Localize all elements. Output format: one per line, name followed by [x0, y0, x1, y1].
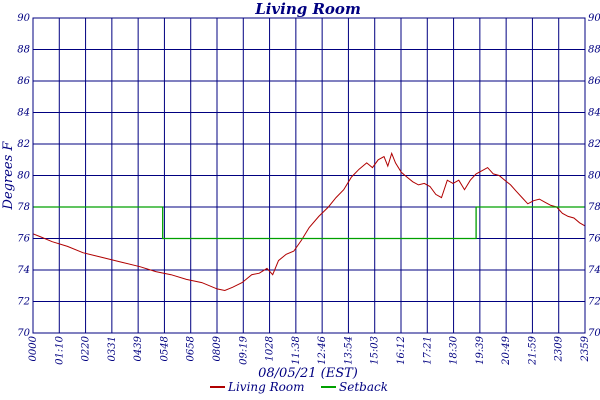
x-axis-ticks: 0000 01:10 0220 0331 0439 0548 0658 0809 09:19 10…	[28, 335, 591, 365]
y-axis-right-ticks: 70 72 74 76 78 80 82 84 86 88 90	[588, 13, 600, 339]
y-tick-label-left: 80	[17, 171, 30, 182]
y-tick-label-left: 88	[17, 45, 30, 56]
x-tick-label: 0548	[159, 336, 170, 361]
y-tick-label-left: 78	[17, 202, 30, 213]
y-tick-label-left: 86	[17, 76, 30, 87]
y-tick-label-left: 72	[17, 297, 30, 308]
y-tick-label-left: 84	[17, 108, 30, 119]
legend-label: Setback	[339, 380, 388, 394]
y-tick-label-right: 76	[588, 234, 600, 245]
y-tick-label-right: 88	[588, 45, 600, 56]
y-tick-label-right: 78	[588, 202, 600, 213]
y-tick-label-right: 90	[588, 13, 600, 24]
x-tick-label: 11:38	[291, 336, 302, 365]
series-line-living-room	[32, 151, 586, 292]
y-tick-label-left: 70	[17, 328, 30, 339]
y-tick-label-left: 90	[17, 13, 30, 24]
x-tick-label: 17:21	[422, 336, 433, 365]
y-tick-label-left: 82	[17, 139, 30, 150]
legend-label: Living Room	[227, 380, 305, 394]
chart-title: Living Room	[254, 0, 361, 18]
grid-lines	[33, 17, 585, 334]
x-axis-label: 08/05/21 (EST)	[258, 366, 358, 381]
x-tick-label: 19:39	[475, 335, 486, 364]
x-tick-label: 1028	[265, 336, 276, 361]
x-tick-label: 20:49	[501, 335, 512, 365]
x-tick-label: 18:30	[449, 335, 460, 364]
x-tick-label: 2309	[554, 335, 565, 362]
x-tick-label: 0658	[186, 336, 197, 361]
x-tick-label: 0331	[107, 336, 118, 361]
series-line-setback	[33, 206, 585, 240]
x-tick-label: 0439	[133, 335, 144, 361]
x-tick-label: 16:12	[396, 336, 407, 365]
legend: Living Room Setback	[210, 380, 388, 394]
x-tick-label: 12:46	[317, 335, 328, 364]
x-tick-label: 0809	[212, 335, 223, 361]
x-tick-label: 13:54	[343, 336, 354, 365]
y-tick-label-left: 74	[17, 265, 30, 276]
series-group	[32, 151, 586, 292]
y-tick-label-right: 70	[588, 328, 600, 339]
x-tick-label: 0220	[81, 335, 92, 361]
y-tick-label-right: 82	[588, 139, 600, 150]
y-tick-label-right: 74	[588, 265, 600, 276]
x-tick-label: 15:03	[370, 336, 381, 365]
x-tick-label: 09:19	[238, 335, 249, 364]
y-tick-label-right: 84	[588, 108, 600, 119]
y-tick-label-right: 86	[588, 76, 600, 87]
y-axis-left-ticks: 70 72 74 76 78 80 82 84 86 88 90	[17, 13, 30, 339]
x-tick-label: 2359	[580, 335, 591, 362]
plot-frame	[32, 17, 586, 334]
y-tick-label-right: 72	[588, 297, 600, 308]
y-axis-label: Degrees F	[1, 141, 16, 211]
y-tick-label-right: 80	[588, 171, 600, 182]
x-tick-label: 01:10	[54, 335, 65, 364]
x-tick-label: 0000	[28, 335, 39, 361]
x-tick-label: 21:59	[527, 335, 538, 365]
y-tick-label-left: 76	[17, 234, 30, 245]
